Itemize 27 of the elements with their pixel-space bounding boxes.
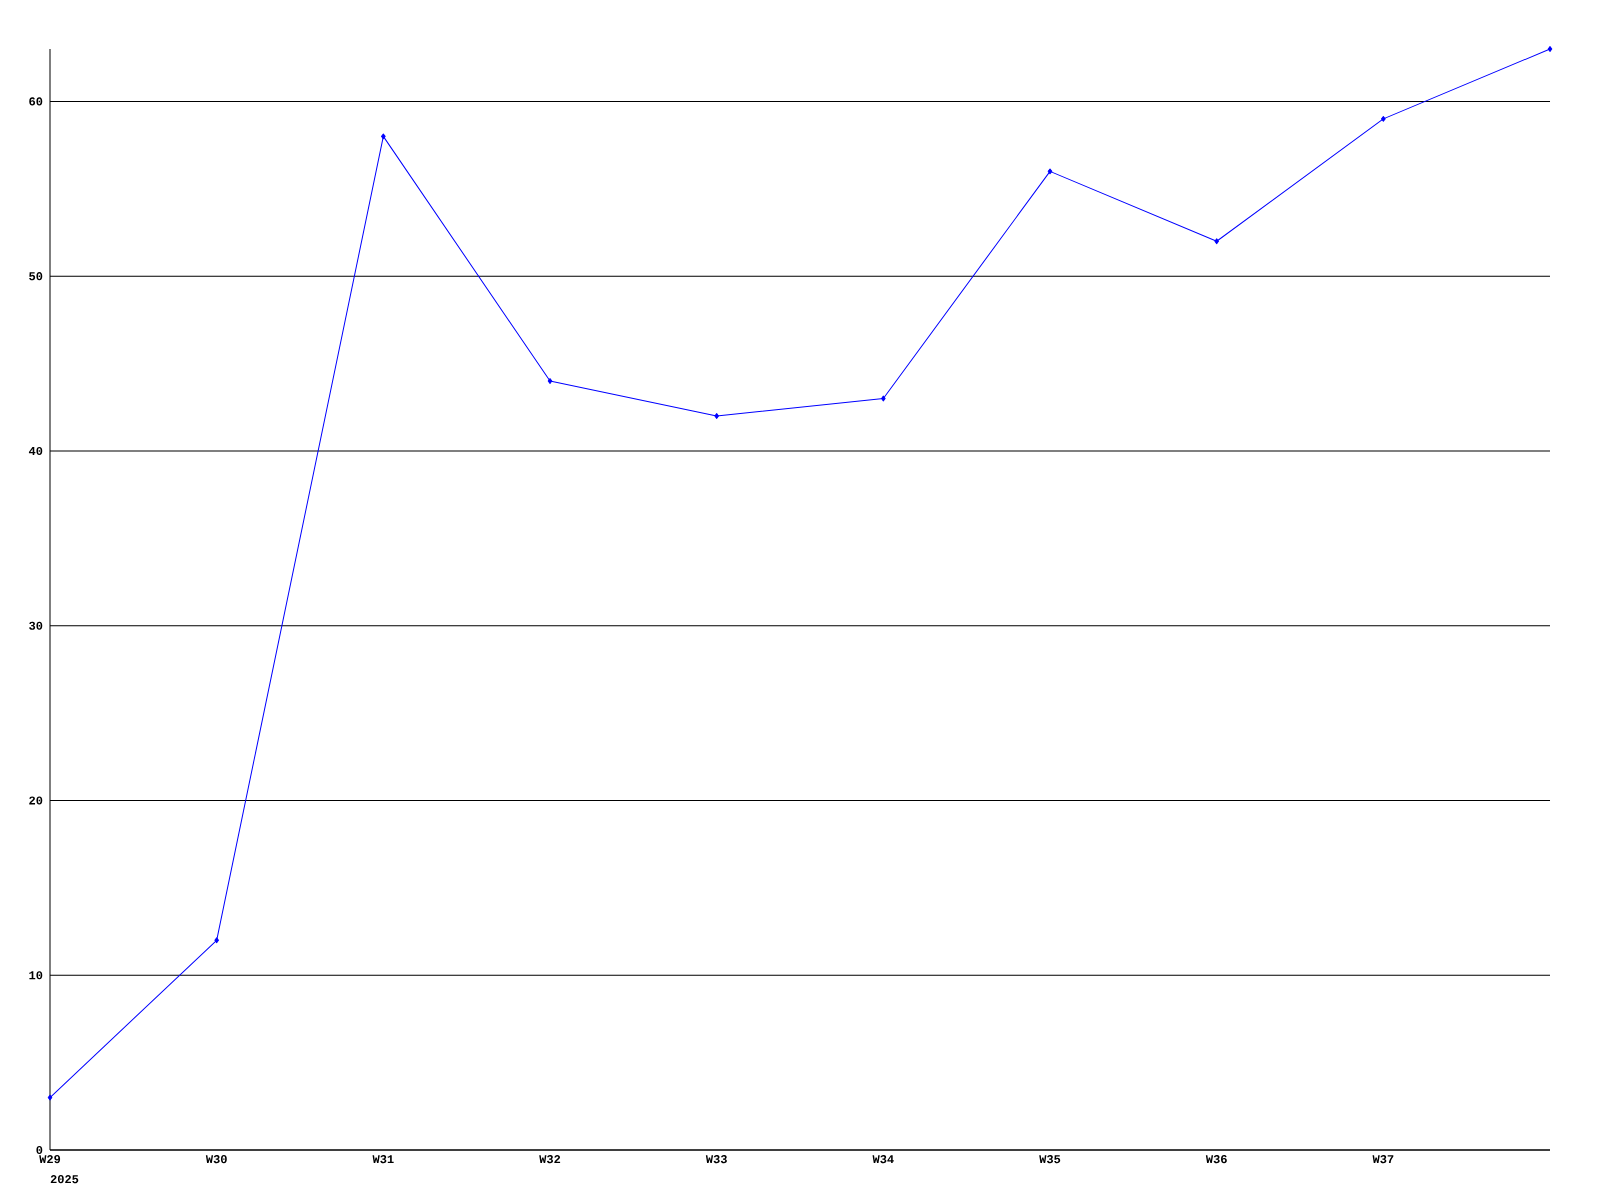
x-tick-label: W35 bbox=[1039, 1155, 1061, 1164]
point bbox=[47, 1094, 53, 1101]
point bbox=[547, 378, 553, 384]
point bbox=[1214, 238, 1219, 245]
y-tick-label: 30 bbox=[29, 621, 43, 630]
text: 2025 bbox=[50, 1175, 79, 1184]
x-tick-label: W33 bbox=[705, 1155, 727, 1164]
point bbox=[381, 133, 386, 140]
x-tick-label: W29 bbox=[39, 1155, 61, 1164]
y-tick-label: 50 bbox=[29, 272, 43, 281]
y-tick-label: 20 bbox=[29, 796, 43, 805]
x-tick-label: W37 bbox=[1372, 1155, 1394, 1164]
x-tick-label: W34 bbox=[872, 1155, 894, 1164]
y-tick-label: 0 bbox=[36, 1145, 43, 1155]
y-tick-label: 40 bbox=[28, 446, 43, 456]
point bbox=[1381, 116, 1386, 122]
point bbox=[214, 937, 219, 944]
x-tick-label: W32 bbox=[539, 1155, 561, 1164]
point bbox=[881, 395, 886, 402]
point bbox=[1047, 168, 1053, 175]
x-tick-label: W36 bbox=[1205, 1155, 1227, 1164]
x-tick-label: W30 bbox=[205, 1155, 227, 1164]
x-tick-label: W31 bbox=[372, 1155, 394, 1164]
y-tick-label: 10 bbox=[29, 971, 43, 980]
point bbox=[714, 413, 719, 419]
point bbox=[1547, 46, 1553, 52]
y-tick-label: 60 bbox=[29, 97, 43, 106]
